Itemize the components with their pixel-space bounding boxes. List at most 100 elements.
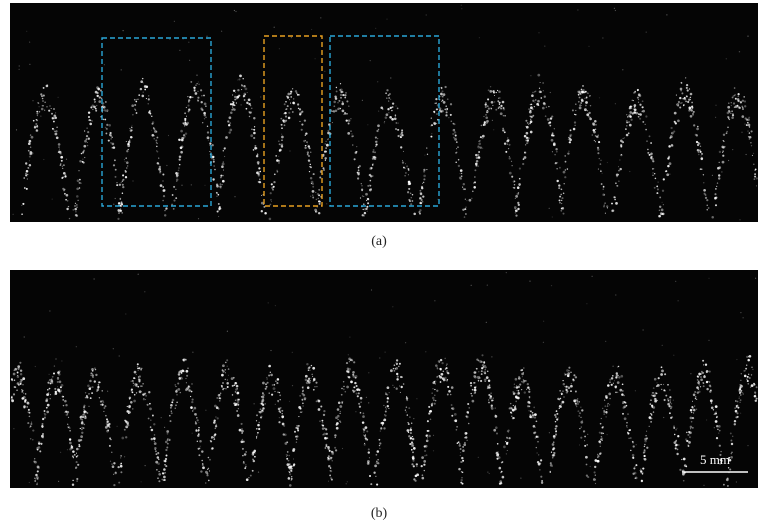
speckle (751, 374, 752, 375)
speckle (711, 216, 714, 219)
speckle (79, 448, 80, 449)
speckle (79, 440, 80, 441)
speckle (526, 389, 527, 390)
speckle (209, 470, 210, 471)
speckle (570, 390, 572, 392)
speckle (32, 439, 33, 440)
speckle (154, 441, 155, 442)
speckle (474, 382, 476, 384)
speckle (452, 407, 455, 410)
speckle (561, 403, 562, 404)
speckle (318, 194, 320, 196)
speckle (358, 389, 360, 391)
speckle (722, 161, 725, 164)
speckle (397, 135, 399, 137)
speckle (310, 152, 311, 153)
speckle (740, 394, 741, 395)
speckle (481, 354, 483, 356)
speckle (608, 403, 609, 404)
speckle (95, 110, 97, 112)
speckle (340, 411, 342, 413)
speckle (515, 198, 516, 199)
speckle (330, 477, 332, 479)
speckle (633, 445, 635, 447)
speckle (496, 458, 498, 460)
speckle (670, 401, 671, 402)
speckle (626, 114, 627, 115)
speckle (690, 93, 693, 96)
speckle (484, 372, 486, 374)
speckle (465, 206, 467, 208)
speckle (295, 90, 297, 92)
speckle (400, 133, 403, 136)
speckle (495, 426, 498, 429)
speckle (697, 379, 699, 381)
speckle (460, 482, 462, 484)
speckle (353, 386, 355, 388)
speckle (530, 116, 531, 117)
speckle (265, 388, 267, 390)
speckle (252, 453, 255, 456)
speckle (288, 112, 290, 114)
speckle (213, 438, 215, 440)
speckle (407, 422, 408, 423)
speckle (303, 140, 305, 142)
speckle (709, 385, 711, 387)
speckle (701, 153, 703, 155)
speckle (169, 39, 170, 40)
speckle (559, 408, 560, 409)
speckle (421, 465, 423, 467)
speckle (25, 393, 27, 395)
speckle (90, 397, 92, 399)
speckle (287, 105, 289, 107)
speckle (187, 96, 188, 97)
speckle (506, 443, 508, 445)
speckle (169, 415, 171, 417)
speckle (749, 132, 750, 133)
speckle (435, 383, 436, 384)
speckle (653, 392, 654, 393)
speckle (227, 331, 228, 332)
speckle (535, 437, 536, 438)
speckle (735, 105, 738, 108)
speckle (273, 384, 275, 386)
speckle (468, 423, 470, 425)
speckle (202, 466, 205, 469)
speckle (434, 381, 436, 383)
speckle (441, 101, 442, 102)
speckle (423, 460, 426, 463)
speckle (136, 374, 137, 375)
speckle (393, 368, 394, 369)
speckle (351, 133, 352, 134)
speckle (658, 215, 661, 218)
speckle (346, 113, 348, 115)
speckle (406, 399, 408, 401)
speckle (461, 457, 463, 459)
speckle (556, 418, 558, 420)
panel-label: (a) (371, 234, 387, 249)
speckle (528, 124, 529, 125)
speckle (324, 157, 326, 159)
speckle (552, 466, 553, 467)
speckle (593, 123, 596, 126)
speckle (163, 195, 165, 197)
speckle (49, 374, 50, 375)
speckle (186, 370, 189, 373)
speckle (281, 140, 282, 141)
speckle (436, 113, 437, 114)
speckle (521, 373, 524, 376)
speckle (604, 204, 605, 205)
speckle (88, 406, 89, 407)
speckle (297, 103, 299, 105)
speckle (590, 105, 591, 106)
speckle (260, 96, 261, 97)
speckle (653, 387, 655, 389)
speckle (46, 407, 48, 409)
speckle (532, 115, 534, 117)
speckle (431, 133, 432, 134)
speckle (239, 75, 242, 78)
speckle (415, 475, 418, 478)
speckle (684, 465, 685, 466)
speckle (135, 101, 137, 103)
speckle (646, 140, 647, 141)
